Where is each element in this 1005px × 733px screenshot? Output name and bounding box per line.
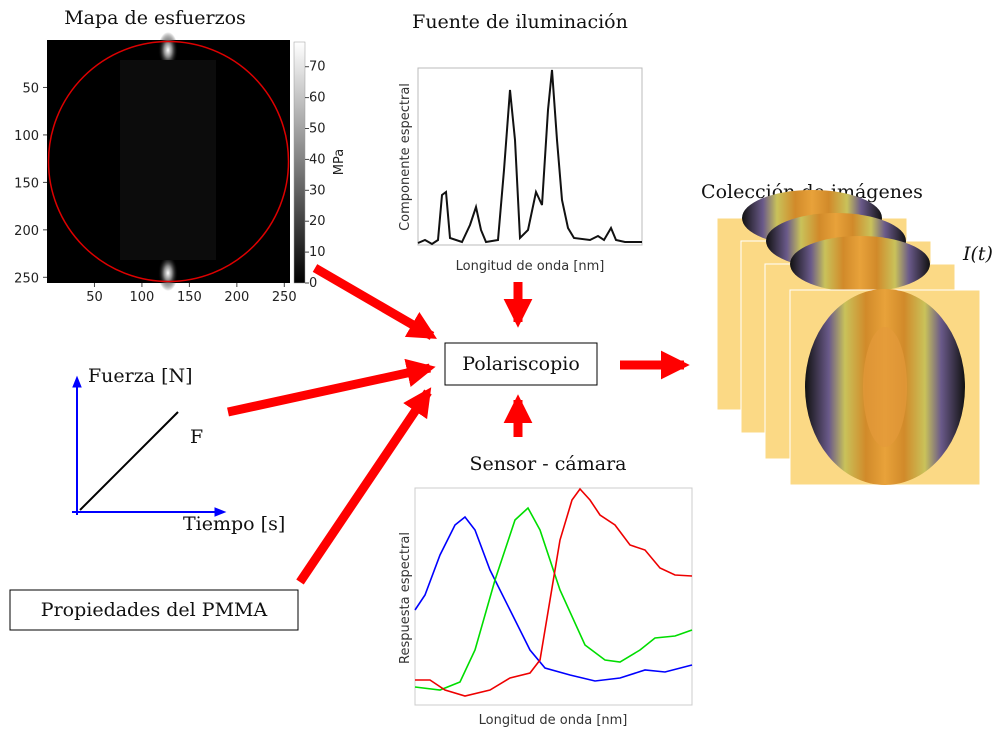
sensor-ylabel: Respuesta espectral <box>398 532 413 664</box>
image-stack <box>717 190 980 485</box>
arrow <box>315 268 432 336</box>
diagram: Mapa de esfuerzos MPa 501001502002505010… <box>0 0 1005 733</box>
y-tick-label: 50 <box>22 81 39 96</box>
illumination-xlabel: Longitud de onda [nm] <box>456 259 605 274</box>
stress-band <box>120 60 216 260</box>
y-tick-label: 200 <box>14 224 39 239</box>
force-xlabel: Tiempo [s] <box>183 513 285 535</box>
colorbar-tick-label: 20 <box>309 214 326 229</box>
illumination-ylabel: Componente espectral <box>398 83 413 231</box>
illumination-title: Fuente de iluminación <box>412 11 628 33</box>
colorbar-tick-label: 40 <box>309 152 326 167</box>
colorbar-tick-label: 10 <box>309 245 326 260</box>
images-label: I(t) <box>962 243 993 265</box>
sensor-title: Sensor - cámara <box>470 453 627 475</box>
force-ylabel: Fuerza [N] <box>88 365 193 387</box>
y-tick-label: 150 <box>14 176 39 191</box>
sensor-xlabel: Longitud de onda [nm] <box>479 713 628 728</box>
colorbar-tick-label: 50 <box>309 122 326 137</box>
x-tick-label: 100 <box>130 290 155 305</box>
y-tick-label: 100 <box>14 129 39 144</box>
colorbar <box>294 42 305 283</box>
colorbar-tick-label: 60 <box>309 91 326 106</box>
x-tick-label: 200 <box>224 290 249 305</box>
colorbar-tick-label: 70 <box>309 60 326 75</box>
frame <box>790 289 980 485</box>
stress-spot <box>158 255 178 291</box>
arrow <box>228 368 430 412</box>
stress-title: Mapa de esfuerzos <box>64 7 246 29</box>
x-tick-label: 150 <box>177 290 202 305</box>
y-tick-label: 250 <box>14 271 39 286</box>
polariscope-label: Polariscopio <box>462 353 580 375</box>
colorbar-tick-label: 0 <box>309 276 317 291</box>
x-tick-label: 250 <box>272 290 297 305</box>
colorbar-tick-label: 30 <box>309 183 326 198</box>
sensor-frame <box>415 488 692 705</box>
force-line-label: F <box>190 426 203 448</box>
x-tick-label: 50 <box>86 290 103 305</box>
force-line <box>80 412 178 510</box>
colorbar-label: MPa <box>332 149 347 175</box>
pmma-label: Propiedades del PMMA <box>41 599 268 621</box>
